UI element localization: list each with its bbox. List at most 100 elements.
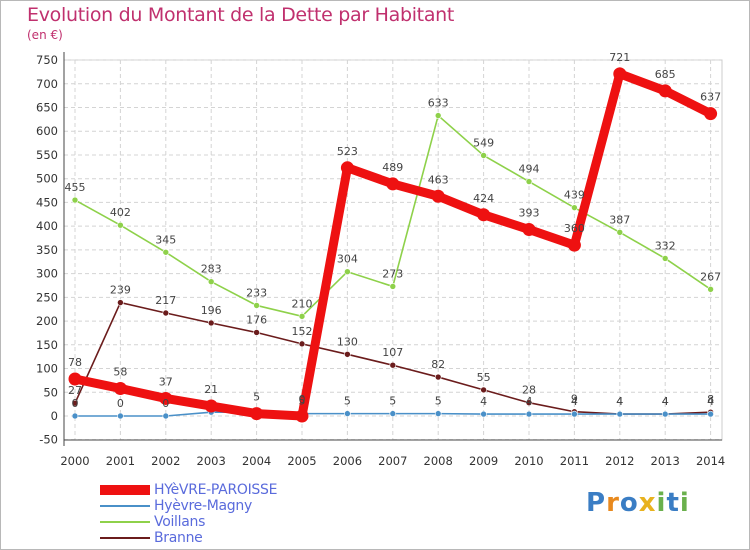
- x-tick-label: 2005: [287, 454, 316, 468]
- y-tick-label: 350: [36, 243, 58, 257]
- data-point: [344, 351, 351, 358]
- data-label: 0: [117, 397, 124, 410]
- data-label: 21: [204, 383, 218, 396]
- x-tick-label: 2001: [106, 454, 135, 468]
- y-tick-label: 100: [36, 362, 58, 376]
- x-tick-label: 2002: [151, 454, 180, 468]
- logo-letter: i: [679, 488, 690, 518]
- data-point: [344, 410, 351, 417]
- logo-letter: P: [586, 488, 607, 518]
- data-label: 210: [292, 297, 313, 310]
- data-label: 283: [201, 263, 222, 276]
- data-label: 494: [519, 163, 540, 176]
- y-tick-label: 600: [36, 124, 58, 138]
- data-label: 267: [700, 270, 721, 283]
- data-label: 424: [473, 192, 494, 205]
- legend-label: Hyèvre-Magny: [154, 498, 252, 514]
- x-tick-label: 2004: [242, 454, 271, 468]
- data-label: 37: [159, 375, 173, 388]
- data-point: [525, 410, 533, 418]
- data-point: [71, 399, 79, 407]
- y-tick-label: 300: [36, 267, 58, 281]
- data-point: [207, 319, 215, 327]
- data-label: 58: [113, 365, 127, 378]
- data-label: 4: [571, 395, 578, 408]
- data-point: [661, 410, 669, 418]
- y-tick-label: 200: [36, 314, 58, 328]
- x-tick-label: 2006: [333, 454, 362, 468]
- x-tick-label: 2010: [514, 454, 543, 468]
- data-label: 130: [337, 335, 358, 348]
- legend-label: HYèVRE-PAROISSE: [154, 482, 278, 498]
- data-point: [298, 313, 306, 320]
- y-tick-label: 650: [36, 101, 58, 115]
- data-point: [162, 412, 170, 420]
- data-point: [704, 107, 718, 121]
- data-label: 196: [201, 304, 222, 317]
- data-point: [389, 361, 397, 369]
- data-label: 637: [700, 91, 721, 104]
- legend-swatch: [100, 537, 150, 539]
- data-point: [658, 84, 672, 98]
- y-tick-label: 450: [36, 195, 58, 209]
- data-point: [571, 204, 578, 211]
- data-label: 233: [246, 286, 267, 299]
- logo-letter: x: [638, 488, 657, 518]
- logo-letter: i: [656, 488, 667, 518]
- y-tick-label: 250: [36, 290, 58, 304]
- data-label: 633: [428, 97, 449, 110]
- data-point: [162, 248, 170, 256]
- data-label: 5: [253, 391, 260, 404]
- y-tick-label: -50: [39, 433, 58, 447]
- data-point: [616, 229, 624, 236]
- data-label: 439: [564, 189, 585, 202]
- data-label: 152: [292, 325, 313, 338]
- data-label: 55: [477, 371, 491, 384]
- data-point: [295, 409, 309, 423]
- data-label: 4: [662, 395, 669, 408]
- data-label: 9: [571, 393, 578, 406]
- data-label: 4: [616, 395, 623, 408]
- data-label: 393: [519, 206, 540, 219]
- data-label: 4: [480, 395, 487, 408]
- data-point: [162, 309, 170, 317]
- data-label: 0: [72, 397, 79, 410]
- data-label: 273: [382, 267, 403, 280]
- data-label: 0: [162, 397, 169, 410]
- data-label: 176: [246, 313, 267, 326]
- x-tick-label: 2009: [469, 454, 498, 468]
- data-label: 4: [526, 395, 533, 408]
- data-label: 107: [382, 346, 403, 359]
- data-point: [525, 399, 533, 407]
- data-point: [253, 329, 260, 336]
- data-point: [389, 283, 397, 290]
- data-label: 721: [609, 51, 630, 64]
- data-label: 402: [110, 206, 131, 219]
- data-point: [525, 178, 533, 185]
- x-tick-label: 2008: [424, 454, 453, 468]
- x-tick-label: 2012: [605, 454, 634, 468]
- data-label: 387: [609, 213, 630, 226]
- data-label: 463: [428, 173, 449, 186]
- x-tick-label: 2003: [197, 454, 226, 468]
- data-label: 5: [344, 395, 351, 408]
- y-tick-label: 500: [36, 172, 58, 186]
- data-label: 217: [155, 294, 176, 307]
- data-point: [480, 152, 487, 159]
- data-label: 28: [522, 384, 536, 397]
- data-point: [616, 410, 624, 418]
- data-point: [250, 407, 264, 421]
- data-point: [480, 386, 487, 394]
- logo-letter: r: [606, 488, 620, 518]
- data-label: 82: [431, 358, 445, 371]
- data-point: [117, 299, 124, 306]
- data-label: 4: [616, 395, 623, 408]
- legend-swatch: [100, 485, 150, 495]
- legend-label: Branne: [154, 530, 203, 546]
- data-label: 455: [65, 181, 86, 194]
- data-label: 4: [662, 395, 669, 408]
- y-tick-label: 400: [36, 219, 58, 233]
- data-label: 304: [337, 253, 358, 266]
- data-point: [661, 255, 669, 262]
- data-point: [613, 67, 627, 81]
